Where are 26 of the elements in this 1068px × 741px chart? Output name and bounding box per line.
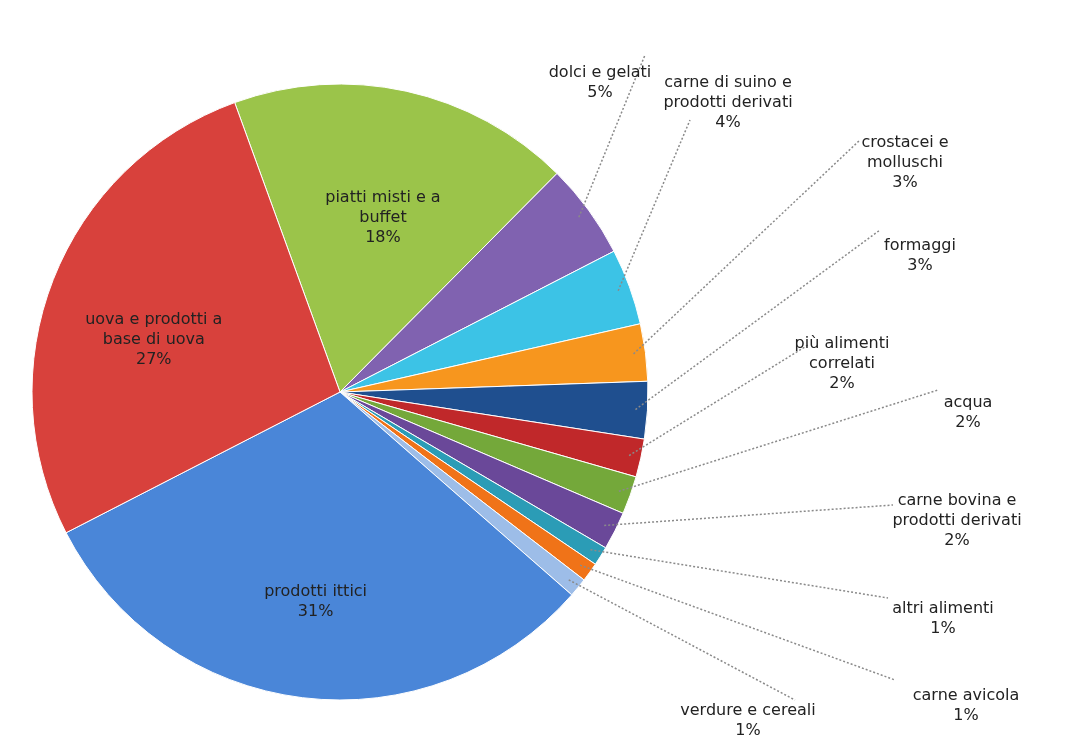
slice-label: dolci e gelati [548,62,652,81]
data-label: 27% [136,349,172,369]
slice-label: formaggi [884,235,956,254]
data-label: 18% [365,226,401,246]
data-label: 1% [735,720,761,739]
data-label: 2% [829,373,855,392]
slice-label: piatti misti e a buffet [325,186,441,226]
data-label: 3% [907,255,933,274]
data-label: 2% [955,412,981,431]
slice-label: acqua [943,392,993,411]
data-label: 5% [587,82,613,101]
data-label: 4% [715,112,741,131]
slice-label: uova e prodotti a base di uova [85,309,223,349]
slice-label: altri alimenti [892,598,994,617]
slice-label: carne di suino e prodotti derivati [663,72,793,111]
slice-label: carne bovina e prodotti derivati [892,490,1022,529]
data-label: 31% [297,600,334,620]
data-label: 1% [930,618,956,637]
slice-label: prodotti ittici [264,580,368,600]
slice-label: verdure e cereali [680,700,816,719]
slice-label: carne avicola [912,685,1020,704]
slice-label: crostacei e molluschi [861,132,949,171]
data-label: 1% [953,705,979,724]
data-label: 3% [892,172,918,191]
data-label: 2% [944,530,970,549]
slice-label: più alimenti correlati [794,333,890,372]
